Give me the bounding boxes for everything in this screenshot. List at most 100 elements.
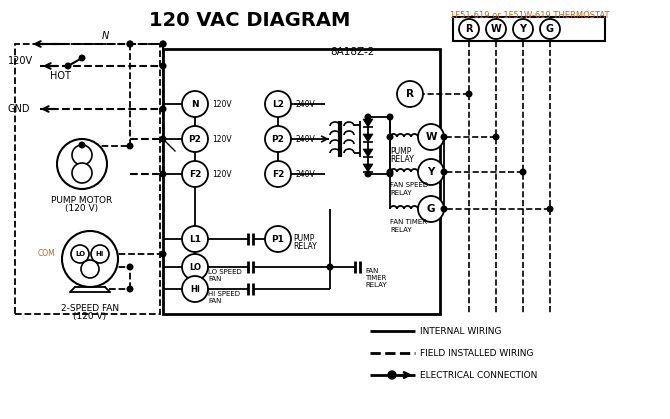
Text: (120 V): (120 V) — [66, 204, 98, 213]
Circle shape — [72, 145, 92, 165]
Circle shape — [520, 169, 526, 175]
Text: P2: P2 — [188, 134, 202, 143]
Circle shape — [182, 226, 208, 252]
Circle shape — [418, 124, 444, 150]
Circle shape — [72, 163, 92, 183]
Circle shape — [466, 91, 472, 97]
Circle shape — [127, 41, 133, 47]
Circle shape — [442, 134, 447, 140]
Circle shape — [79, 142, 85, 148]
Text: RELAY: RELAY — [390, 155, 414, 164]
Text: 120V: 120V — [212, 134, 232, 143]
Circle shape — [65, 63, 71, 69]
Text: HOT: HOT — [50, 71, 71, 81]
Text: FAN TIMER: FAN TIMER — [390, 219, 427, 225]
Circle shape — [160, 41, 165, 47]
Circle shape — [160, 106, 165, 112]
Text: Y: Y — [427, 167, 435, 177]
Circle shape — [265, 91, 291, 117]
Circle shape — [160, 136, 165, 142]
Text: HI: HI — [190, 285, 200, 293]
Text: LO: LO — [75, 251, 85, 257]
Circle shape — [327, 264, 333, 270]
Circle shape — [547, 206, 553, 212]
Text: FIELD INSTALLED WIRING: FIELD INSTALLED WIRING — [420, 349, 533, 357]
Circle shape — [127, 143, 133, 149]
Polygon shape — [363, 164, 373, 172]
Circle shape — [493, 134, 498, 140]
Text: P1: P1 — [271, 235, 285, 243]
Text: L2: L2 — [272, 99, 284, 109]
Circle shape — [387, 171, 393, 177]
Circle shape — [387, 114, 393, 120]
Circle shape — [182, 254, 208, 280]
Circle shape — [397, 81, 423, 107]
Text: PUMP MOTOR: PUMP MOTOR — [52, 196, 113, 205]
Text: F2: F2 — [189, 170, 201, 178]
Circle shape — [388, 371, 396, 379]
Bar — [453, 17, 605, 41]
Text: INTERNAL WIRING: INTERNAL WIRING — [420, 326, 502, 336]
Circle shape — [57, 139, 107, 189]
Circle shape — [127, 41, 133, 47]
Text: F2: F2 — [272, 170, 284, 178]
Circle shape — [265, 126, 291, 152]
Text: N: N — [101, 31, 109, 41]
Circle shape — [442, 206, 447, 212]
Circle shape — [81, 260, 99, 278]
Text: FAN: FAN — [208, 298, 221, 304]
Polygon shape — [363, 119, 373, 127]
Circle shape — [387, 169, 393, 175]
Bar — [15, 44, 160, 314]
Circle shape — [418, 196, 444, 222]
Circle shape — [513, 19, 533, 39]
Text: (120 V): (120 V) — [74, 312, 107, 321]
Circle shape — [418, 159, 444, 185]
Text: W: W — [490, 24, 501, 34]
Text: L1: L1 — [189, 235, 201, 243]
Text: ELECTRICAL CONNECTION: ELECTRICAL CONNECTION — [420, 370, 537, 380]
Text: 120V: 120V — [212, 99, 232, 109]
Text: R: R — [406, 89, 414, 99]
Text: RELAY: RELAY — [293, 242, 317, 251]
Bar — [163, 49, 440, 314]
Text: G: G — [427, 204, 436, 214]
Text: P2: P2 — [271, 134, 285, 143]
Text: 240V: 240V — [295, 170, 315, 178]
Circle shape — [71, 245, 89, 263]
Text: RELAY: RELAY — [390, 190, 411, 196]
Circle shape — [182, 91, 208, 117]
Text: Y: Y — [519, 24, 527, 34]
Circle shape — [182, 161, 208, 187]
Text: GND: GND — [8, 104, 31, 114]
Text: W: W — [425, 132, 437, 142]
Text: FAN: FAN — [208, 276, 221, 282]
Circle shape — [540, 19, 560, 39]
Circle shape — [79, 55, 85, 61]
Circle shape — [160, 251, 165, 257]
Text: LO SPEED: LO SPEED — [208, 269, 242, 275]
Circle shape — [160, 41, 165, 47]
Circle shape — [365, 171, 371, 177]
Circle shape — [459, 19, 479, 39]
Circle shape — [127, 264, 133, 270]
Circle shape — [265, 161, 291, 187]
Circle shape — [442, 169, 447, 175]
Text: RELAY: RELAY — [390, 227, 411, 233]
Circle shape — [365, 114, 371, 120]
Text: G: G — [546, 24, 554, 34]
Text: PUMP: PUMP — [390, 147, 411, 156]
Circle shape — [182, 126, 208, 152]
Circle shape — [160, 171, 165, 177]
Text: R: R — [465, 24, 473, 34]
Text: 120V: 120V — [8, 56, 33, 66]
Circle shape — [62, 231, 118, 287]
Text: N: N — [191, 99, 199, 109]
Text: 1F51-619 or 1F51W-619 THERMOSTAT: 1F51-619 or 1F51W-619 THERMOSTAT — [450, 11, 610, 20]
Circle shape — [160, 63, 165, 69]
Text: 120 VAC DIAGRAM: 120 VAC DIAGRAM — [149, 11, 350, 30]
Text: 2-SPEED FAN: 2-SPEED FAN — [61, 304, 119, 313]
Text: 120V: 120V — [212, 170, 232, 178]
Text: FAN SPEED: FAN SPEED — [390, 182, 428, 188]
Circle shape — [182, 276, 208, 302]
